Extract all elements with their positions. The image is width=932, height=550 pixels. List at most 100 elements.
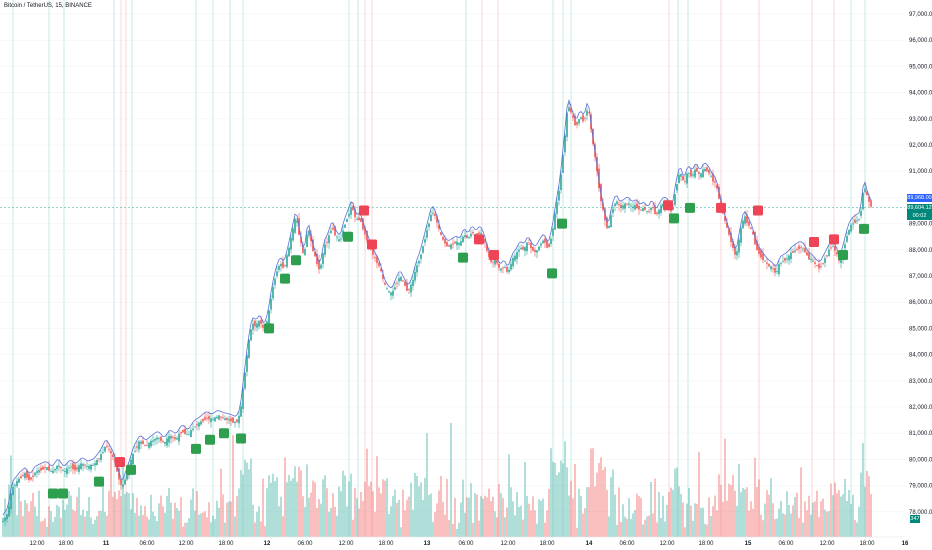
volume-bar [832, 495, 834, 537]
candle-body [866, 191, 868, 195]
volume-bar [206, 517, 208, 537]
volume-bar [830, 483, 832, 537]
volume-bar [538, 499, 540, 537]
candle-body [734, 247, 736, 255]
volume-bar [162, 506, 164, 537]
chart-grid [0, 13, 905, 513]
candle-body [660, 205, 662, 214]
volume-bar [500, 493, 502, 537]
candle-body [280, 263, 282, 267]
volume-bar [416, 475, 418, 537]
candle-body [224, 418, 226, 421]
candle-body [26, 470, 28, 478]
volume-bar [372, 491, 374, 537]
candle-body [134, 451, 136, 452]
volume-bar [306, 464, 308, 537]
candle-body [20, 476, 22, 479]
volume-bar [610, 477, 612, 537]
volume-bar [432, 521, 434, 537]
volume-bar [746, 487, 748, 537]
volume-bar [528, 503, 530, 537]
volume-bar [76, 496, 78, 537]
candle-body [166, 438, 168, 446]
candle-body [762, 253, 764, 261]
volume-bar [548, 488, 550, 537]
volume-bar [176, 508, 178, 537]
candle-body [686, 173, 688, 184]
candle-body [322, 253, 324, 265]
volume-bar [98, 510, 100, 537]
volume-bar [440, 475, 442, 537]
candle-body [606, 217, 608, 229]
volume-bar [100, 510, 102, 537]
candle-body [208, 416, 210, 420]
volume-bar [722, 501, 724, 537]
volume-bar [788, 504, 790, 537]
candle-body [552, 228, 554, 236]
symbol-title[interactable]: Bitcoin / TetherUS, 15, BINANCE [4, 3, 92, 9]
volume-bar [108, 490, 110, 537]
candle-body [448, 245, 450, 247]
volume-bar [756, 486, 758, 537]
candle-body [508, 269, 510, 273]
volume-bar [142, 514, 144, 537]
candle-body [766, 262, 768, 264]
volume-bar [388, 514, 390, 537]
signal-lines [12, 0, 866, 537]
volume-bar [740, 492, 742, 537]
volume-bar [488, 488, 490, 537]
candle-body [88, 465, 90, 469]
candle-body [860, 211, 862, 216]
candle-body [304, 249, 306, 255]
volume-bar [164, 512, 166, 537]
volume-bar [468, 497, 470, 537]
last-price-tag: 89,968.00 [907, 194, 932, 203]
volume-bar [188, 518, 190, 537]
time-tick-label: 11 [103, 541, 110, 547]
candle-body [534, 249, 536, 253]
buy-signal-marker [343, 231, 353, 242]
volume-bar [512, 501, 514, 537]
volume-bar [772, 503, 774, 537]
candle-body [560, 174, 562, 190]
sell-signal-marker [359, 205, 369, 216]
candle-body [798, 245, 800, 250]
volume-bar [344, 475, 346, 537]
candle-body [856, 220, 858, 222]
volume-bar [412, 509, 414, 537]
buy-signal-marker [58, 488, 68, 499]
candle-body [106, 446, 108, 448]
candle-body [716, 184, 718, 189]
volume-bar [840, 496, 842, 537]
buy-signal-marker [838, 250, 848, 261]
candle-body [614, 203, 616, 206]
volume-bar [286, 482, 288, 537]
volume-bar [752, 508, 754, 537]
candle-body [564, 135, 566, 153]
volume-bar [134, 512, 136, 537]
volume-bar [664, 521, 666, 537]
candle-body [246, 355, 248, 372]
volume-bar [470, 482, 472, 537]
candle-body [580, 117, 582, 120]
candle-body [62, 470, 64, 472]
volume-bar [562, 463, 564, 537]
volume-bar [834, 482, 836, 537]
candle-body [820, 266, 822, 268]
volume-bar [404, 510, 406, 537]
volume-bar [842, 494, 844, 537]
candle-body [704, 168, 706, 172]
buy-signal-marker [458, 252, 468, 263]
candle-body [844, 244, 846, 249]
volume-bar [792, 505, 794, 537]
candle-body [366, 230, 368, 241]
volume-bar [278, 506, 280, 537]
volume-bar [860, 472, 862, 537]
volume-bar [566, 467, 568, 537]
volume-bar [50, 510, 52, 537]
sell-signal-marker [663, 200, 673, 211]
candle-body [796, 249, 798, 250]
candle-body [424, 239, 426, 243]
volume-bar [22, 516, 24, 537]
